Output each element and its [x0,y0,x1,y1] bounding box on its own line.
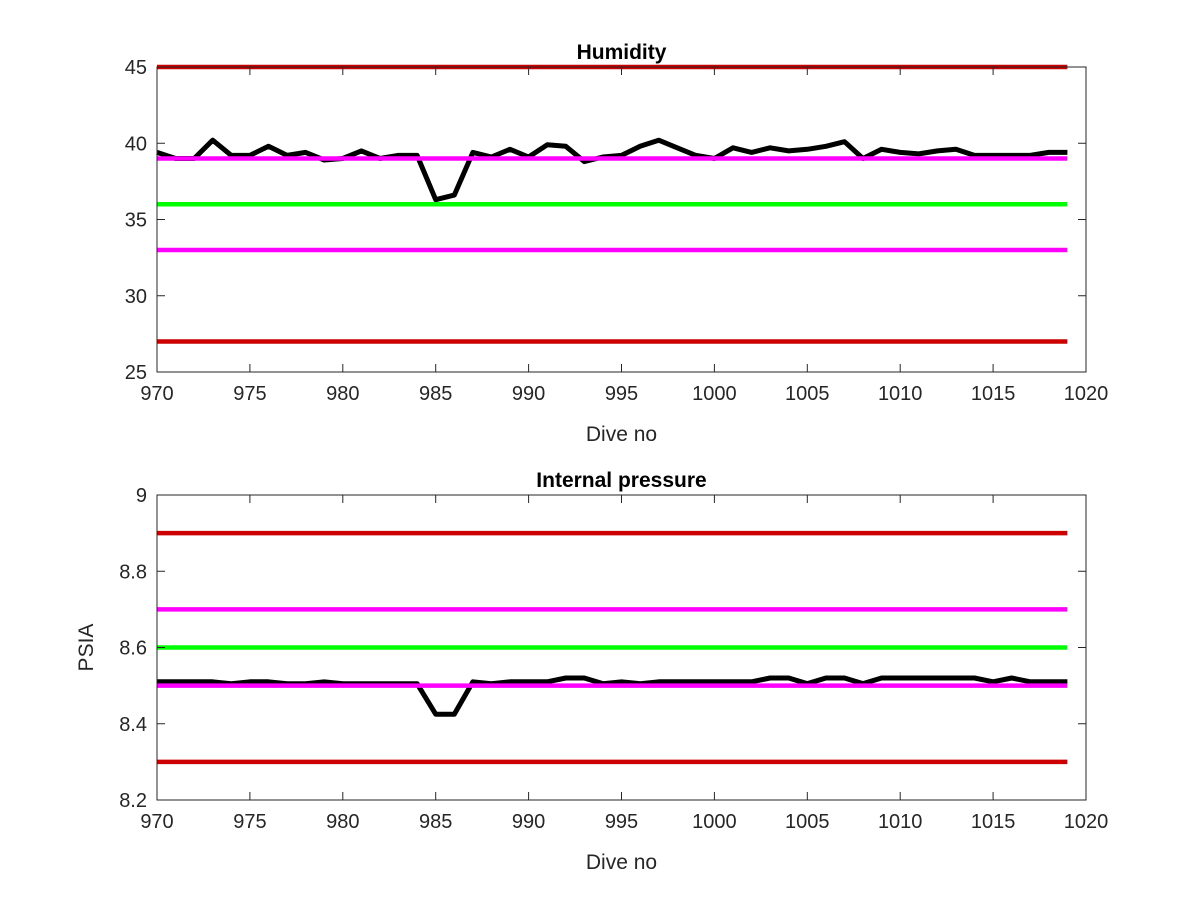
y-tick-label: 35 [125,210,147,232]
x-tick-label: 970 [140,383,173,405]
x-tick-label: 990 [512,811,545,833]
chart-title: Internal pressure [536,469,706,492]
x-tick-label: 980 [326,383,359,405]
x-tick-label: 990 [512,383,545,405]
series-layer [157,530,1068,765]
y-tick-label: 45 [125,57,147,79]
tick-layer: 970 975 980 985 990 995 1000 1005 1010 1015 1020 8.… [119,485,1108,833]
y-tick-label: 30 [125,286,147,308]
x-tick-label: 985 [419,811,452,833]
x-tick-label: 995 [605,811,638,833]
x-tick-label: 980 [326,811,359,833]
x-tick-label: 1010 [878,811,923,833]
x-tick-label: 1000 [692,383,737,405]
x-tick-label: 1015 [971,383,1016,405]
series-layer [156,64,1068,344]
x-tick-label: 1005 [785,811,830,833]
x-tick-label: 985 [419,383,452,405]
data-series-line [156,137,1068,203]
x-tick-label: 975 [233,383,266,405]
y-axis-label: PSIA [75,624,98,672]
x-tick-label: 1000 [692,811,737,833]
x-tick-label: 1020 [1064,383,1109,405]
x-axis-label: Dive no [586,423,657,446]
x-tick-label: 1005 [785,383,830,405]
humidity-chart: 970 975 980 985 990 995 1000 1005 1010 1015 1020 25… [125,41,1109,446]
y-tick-label: 8.8 [119,561,147,583]
x-tick-label: 970 [140,811,173,833]
y-tick-label: 40 [125,133,147,155]
internal-pressure-chart: 970 975 980 985 990 995 1000 1005 1010 1015 1020 8.… [75,469,1108,874]
y-tick-label: 9 [136,485,147,507]
x-axis-label: Dive no [586,851,657,874]
x-tick-label: 1020 [1064,811,1109,833]
y-tick-label: 25 [125,362,147,384]
y-tick-label: 8.2 [119,790,147,812]
tick-layer: 970 975 980 985 990 995 1000 1005 1010 1015 1020 25… [125,57,1109,405]
x-tick-label: 975 [233,811,266,833]
y-tick-label: 8.4 [119,714,147,736]
x-tick-label: 1010 [878,383,923,405]
x-tick-label: 1015 [971,811,1016,833]
chart-title: Humidity [577,41,667,64]
plot-area [157,67,1086,372]
x-tick-label: 995 [605,383,638,405]
y-tick-label: 8.6 [119,638,147,660]
